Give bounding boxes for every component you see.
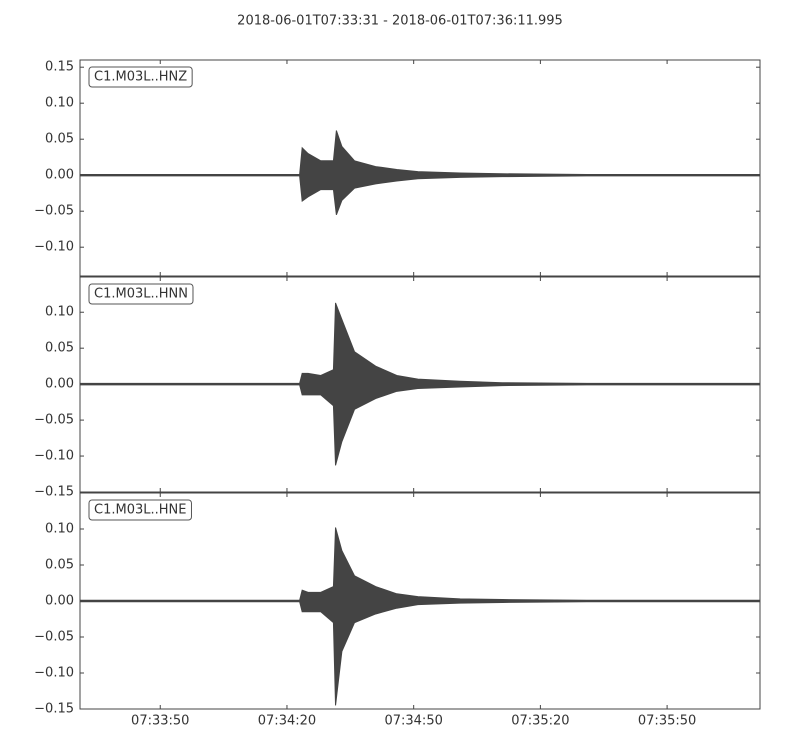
y-tick-label: 0.10 bbox=[45, 522, 74, 537]
y-tick-label: 0.00 bbox=[45, 168, 74, 183]
trace-label-box bbox=[88, 283, 194, 305]
figure-title: 2018-06-01T07:33:31 - 2018-06-01T07:36:1… bbox=[237, 14, 563, 29]
y-tick-label: 0.15 bbox=[45, 60, 74, 75]
y-tick-label: −0.05 bbox=[34, 204, 74, 219]
trace-label-text: C1.M03L..HNZ bbox=[94, 70, 187, 85]
trace-envelope bbox=[79, 383, 761, 466]
trace-label-text: C1.M03L..HNE bbox=[94, 503, 186, 518]
trace-envelope bbox=[79, 600, 761, 706]
y-tick-label: −0.05 bbox=[34, 630, 74, 645]
x-tick-label: 07:33:50 bbox=[131, 714, 189, 729]
y-tick-label: 0.10 bbox=[45, 305, 74, 320]
trace-label: C1.M03L..HNZ bbox=[88, 66, 193, 88]
x-tick-label: 07:35:50 bbox=[638, 714, 696, 729]
y-tick-label: 0.00 bbox=[45, 594, 74, 609]
y-tick-label: −0.15 bbox=[34, 485, 74, 500]
trace-label-box bbox=[88, 499, 192, 521]
y-tick-label: −0.15 bbox=[34, 702, 74, 717]
y-tick-label: −0.10 bbox=[34, 240, 74, 255]
panel-frame bbox=[79, 59, 761, 277]
trace-label: C1.M03L..HNE bbox=[88, 499, 192, 521]
y-tick-label: 0.05 bbox=[45, 132, 74, 147]
trace-envelope bbox=[79, 174, 761, 215]
trace-envelope bbox=[79, 130, 761, 176]
y-tick-label: 0.10 bbox=[45, 96, 74, 111]
trace-label-box bbox=[88, 66, 193, 88]
y-tick-label: −0.10 bbox=[34, 666, 74, 681]
y-tick-label: 0.05 bbox=[45, 341, 74, 356]
trace-envelope bbox=[79, 527, 761, 602]
y-tick-label: −0.10 bbox=[34, 449, 74, 464]
x-tick-label: 07:34:50 bbox=[384, 714, 442, 729]
trace-label-text: C1.M03L..HNN bbox=[94, 287, 188, 302]
x-tick-label: 07:35:20 bbox=[511, 714, 569, 729]
y-tick-label: −0.05 bbox=[34, 413, 74, 428]
x-tick-label: 07:34:20 bbox=[258, 714, 316, 729]
y-tick-label: 0.00 bbox=[45, 377, 74, 392]
trace-label: C1.M03L..HNN bbox=[88, 283, 194, 305]
y-tick-label: 0.05 bbox=[45, 558, 74, 573]
trace-envelope bbox=[79, 302, 761, 385]
